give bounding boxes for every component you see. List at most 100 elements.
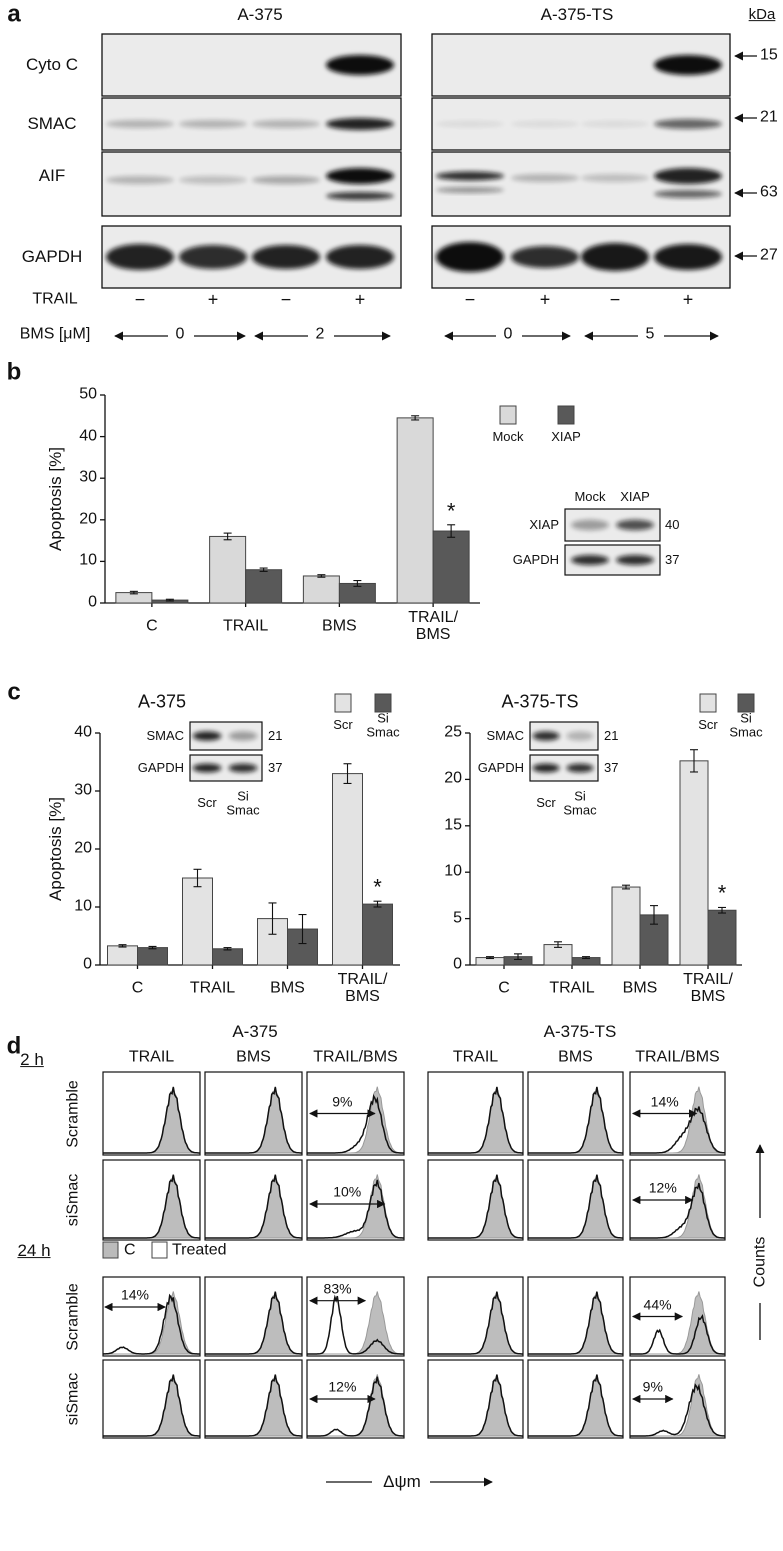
treated-histogram	[307, 1179, 404, 1239]
band	[436, 242, 504, 272]
band	[179, 176, 247, 184]
inset-column-label: Scr	[536, 795, 556, 811]
time-label: 2 h	[20, 1050, 44, 1070]
inset-column-label: Si Smac	[563, 788, 597, 817]
band	[179, 245, 247, 269]
band	[228, 763, 258, 773]
band	[106, 120, 174, 128]
percentage-label: 10%	[333, 1183, 362, 1200]
band	[252, 245, 320, 269]
dose-label: 5	[645, 325, 655, 343]
legend-label: XIAP	[551, 429, 581, 445]
row-label: TRAIL	[32, 290, 78, 308]
percentage-label: 14%	[650, 1093, 679, 1110]
treated-histogram	[528, 1374, 623, 1437]
trail-sign: −	[280, 289, 292, 310]
y-tick-label: 20	[444, 769, 462, 787]
band	[566, 731, 594, 741]
y-tick-label: 15	[444, 816, 462, 834]
percentage-label: 14%	[120, 1286, 150, 1303]
cell-line: A-375	[237, 5, 283, 25]
band	[436, 171, 504, 181]
y-tick-label: 40	[79, 427, 97, 445]
legend-swatch	[699, 693, 717, 713]
y-tick-label: 0	[88, 593, 97, 611]
x-tick-label: TRAIL	[549, 979, 595, 997]
bar	[182, 877, 213, 966]
band	[436, 187, 504, 193]
row-label: siSmac	[64, 1173, 82, 1227]
inset-kda: 37	[604, 760, 619, 776]
y-tick-label: 5	[453, 909, 462, 927]
treated-histogram	[205, 1291, 302, 1355]
inset-column-label: Si Smac	[226, 788, 260, 817]
row-label: Scramble	[64, 1282, 82, 1351]
row-label: BMS [μM]	[19, 325, 91, 343]
bar	[245, 569, 283, 604]
treated-histogram	[630, 1182, 725, 1239]
band	[326, 118, 394, 130]
column-label: TRAIL/BMS	[635, 1048, 720, 1066]
treated-histogram	[528, 1174, 623, 1239]
band	[326, 192, 394, 200]
x-tick-label: TRAIL	[189, 979, 236, 997]
legend-label: Scr	[333, 717, 353, 733]
trail-sign: +	[354, 289, 366, 310]
inset-row-label: GAPDH	[512, 552, 559, 568]
band	[571, 555, 609, 565]
y-tick-label: 30	[79, 468, 97, 486]
x-tick-label: C	[131, 979, 144, 997]
y-axis-label: Counts	[751, 1236, 769, 1288]
y-tick-label: 10	[79, 551, 97, 569]
legend-swatch	[102, 1241, 119, 1259]
panel-label: c	[7, 678, 21, 706]
x-axis-label: Δψm	[383, 1472, 421, 1492]
column-label: TRAIL/BMS	[313, 1048, 398, 1066]
y-tick-label: 10	[444, 862, 462, 880]
y-tick-label: 10	[74, 897, 92, 915]
bar	[302, 575, 340, 604]
row-label: siSmac	[64, 1372, 82, 1426]
band	[436, 121, 504, 127]
y-tick-label: 0	[453, 955, 462, 973]
bar	[332, 773, 363, 966]
band	[326, 245, 394, 269]
x-tick-label: C	[146, 617, 158, 635]
bar	[362, 903, 393, 966]
band	[326, 55, 394, 75]
bar	[432, 530, 470, 604]
inset-kda: 21	[268, 728, 283, 744]
legend-label: Scr	[698, 717, 718, 733]
bar	[212, 948, 243, 966]
treated-histogram	[205, 1174, 302, 1239]
treated-histogram	[102, 1293, 200, 1355]
legend-label: Treated	[172, 1241, 227, 1259]
bar	[396, 417, 434, 604]
bar	[707, 909, 737, 966]
inset-kda: 40	[665, 517, 680, 533]
legend-swatch	[499, 405, 517, 425]
y-tick-label: 40	[74, 723, 92, 741]
chart-title: A-375	[137, 691, 187, 712]
y-tick-label: 50	[79, 385, 97, 403]
treated-histogram	[630, 1383, 726, 1437]
percentage-label: 12%	[328, 1378, 357, 1395]
band	[532, 763, 560, 773]
treated-histogram	[428, 1174, 523, 1239]
histogram-frame	[427, 1359, 524, 1439]
x-tick-label: C	[498, 979, 510, 997]
chart-title: A-375-TS	[501, 691, 579, 712]
trail-sign: −	[464, 289, 476, 310]
y-tick-label: 20	[74, 839, 92, 857]
cell-line: A-375-TS	[543, 1022, 617, 1042]
bar	[137, 947, 168, 966]
column-label: TRAIL	[128, 1048, 175, 1066]
blot-label: SMAC	[27, 114, 77, 134]
dose-label: 0	[503, 325, 513, 343]
band	[581, 174, 649, 182]
band	[654, 244, 722, 270]
legend-swatch	[151, 1241, 168, 1259]
band	[654, 119, 722, 129]
